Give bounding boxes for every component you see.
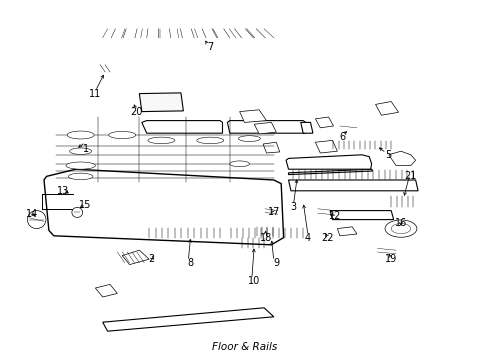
Polygon shape [263,142,279,153]
Text: 19: 19 [384,254,397,264]
Polygon shape [227,121,305,133]
Text: 12: 12 [328,211,341,221]
Polygon shape [315,117,333,128]
Ellipse shape [384,220,416,237]
Polygon shape [102,308,273,331]
Ellipse shape [68,173,93,180]
Text: 20: 20 [130,107,143,117]
Text: 16: 16 [394,218,407,228]
Text: 13: 13 [57,186,70,196]
Ellipse shape [238,136,260,141]
Text: 14: 14 [25,209,38,219]
Polygon shape [44,169,283,245]
Polygon shape [139,93,183,112]
Polygon shape [375,102,398,115]
Polygon shape [388,151,415,166]
Text: 15: 15 [79,200,92,210]
Text: 9: 9 [273,258,279,268]
Polygon shape [254,122,276,134]
Text: 8: 8 [187,258,193,268]
Ellipse shape [108,131,136,139]
Ellipse shape [390,224,410,234]
Polygon shape [122,250,149,265]
Text: 21: 21 [404,171,416,181]
Polygon shape [288,180,417,191]
Polygon shape [239,110,266,122]
Ellipse shape [27,211,46,229]
Text: 5: 5 [385,150,391,160]
Polygon shape [329,211,393,220]
Text: Floor & Rails: Floor & Rails [211,342,277,352]
Text: 6: 6 [339,132,345,142]
Text: 17: 17 [267,207,280,217]
Text: 2: 2 [148,254,154,264]
Ellipse shape [147,137,175,144]
Polygon shape [337,227,356,236]
Polygon shape [315,140,337,153]
Text: 22: 22 [321,233,333,243]
Ellipse shape [69,148,92,154]
Text: 1: 1 [82,144,88,154]
Ellipse shape [72,207,82,217]
Polygon shape [288,169,372,175]
Polygon shape [142,121,222,133]
Ellipse shape [66,162,95,169]
Text: 18: 18 [260,233,272,243]
Ellipse shape [67,131,94,139]
Text: 3: 3 [290,202,296,212]
Ellipse shape [229,161,249,167]
Text: 4: 4 [305,233,310,243]
Polygon shape [300,122,312,133]
Ellipse shape [196,137,223,144]
Text: 10: 10 [247,276,260,286]
Text: 7: 7 [207,42,213,52]
Text: 11: 11 [89,89,102,99]
Polygon shape [285,155,371,169]
Polygon shape [95,284,117,297]
